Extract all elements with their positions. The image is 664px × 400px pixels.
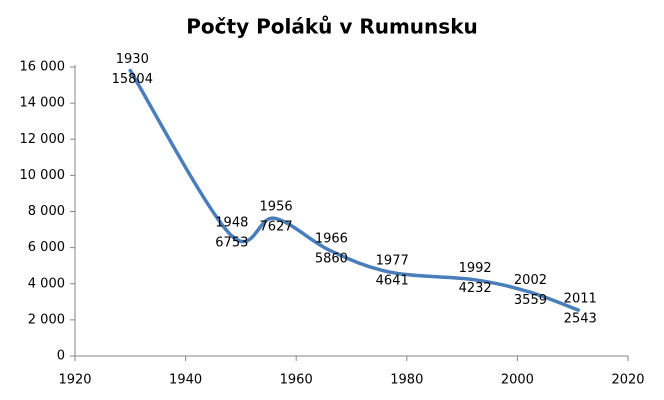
data-label-year: 2002: [514, 273, 547, 288]
y-tick-label: 10 000: [20, 168, 66, 183]
x-tick-label: 1940: [169, 373, 202, 388]
data-label: 2543: [564, 312, 597, 327]
x-tick-label: 2020: [611, 373, 644, 388]
x-tick-label: 1980: [390, 373, 423, 388]
data-label-year: 1992: [459, 261, 492, 276]
data-label: 15804: [112, 72, 153, 87]
data-label-year: 1948: [215, 216, 248, 231]
y-tick-label: 6 000: [28, 240, 65, 255]
data-label: 6753: [215, 236, 248, 251]
y-tick-label: 16 000: [20, 60, 66, 75]
y-tick-label: 4 000: [28, 276, 65, 291]
y-tick-label: 2 000: [28, 312, 65, 327]
data-label: 5860: [315, 252, 348, 267]
data-label-year: 1966: [315, 232, 348, 247]
data-label: 7627: [260, 220, 293, 235]
data-label-year: 2011: [564, 292, 597, 307]
data-label: 4232: [459, 281, 492, 296]
chart-title: Počty Poláků v Rumunsku: [186, 15, 477, 39]
data-label-year: 1977: [376, 254, 409, 269]
x-tick-label: 1960: [280, 373, 313, 388]
x-tick-label: 2000: [501, 373, 534, 388]
y-tick-label: 0: [57, 349, 65, 364]
y-tick-label: 8 000: [28, 204, 65, 219]
data-label: 4641: [376, 274, 409, 289]
data-label: 3559: [514, 293, 547, 308]
y-tick-label: 12 000: [20, 132, 66, 147]
data-label-year: 1930: [116, 52, 149, 67]
data-label-year: 1956: [260, 200, 293, 215]
y-tick-label: 14 000: [20, 96, 66, 111]
data-line: [128, 68, 580, 312]
x-tick-label: 1920: [58, 373, 91, 388]
